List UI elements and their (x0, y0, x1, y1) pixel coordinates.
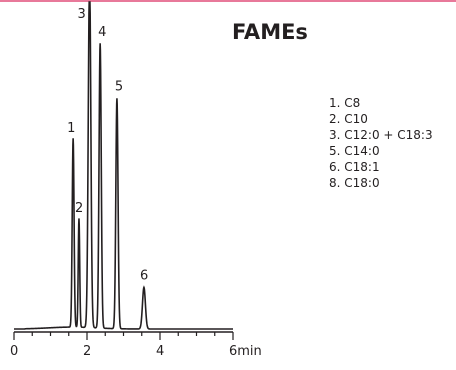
peak-label-4: 4 (98, 25, 106, 40)
peak-label-2: 2 (75, 201, 83, 216)
legend-item: 5. C14:0 (329, 144, 380, 158)
peak-label-3: 3 (78, 7, 86, 22)
chromatogram-trace (14, 1, 233, 330)
legend-item: 3. C12:0 + C18:3 (329, 128, 433, 142)
peak-labels: 1 2 34 5 6 (67, 7, 148, 283)
chart-title: FAMEs (232, 20, 308, 44)
x-tick-label: 2 (83, 344, 91, 359)
legend-item: 8. C18:0 (329, 176, 380, 190)
compound-legend: 1. C8 2. C10 3. C12:0 + C18:3 5. C14:0 6. C1… (329, 95, 433, 191)
peak-label-1: 1 (67, 121, 75, 136)
top-accent-bar (0, 0, 456, 2)
x-tick-label: 0 (10, 344, 18, 359)
legend-item: 6. C18:1 (329, 160, 380, 174)
x-axis: 0 2 4 6min (10, 331, 262, 359)
legend-item: 1. C8 (329, 96, 361, 110)
peak-label-5: 5 (115, 80, 123, 95)
x-tick-label: 6min (229, 344, 262, 359)
peak-label-6: 6 (140, 268, 148, 283)
x-tick-label: 4 (156, 344, 164, 359)
legend-item: 2. C10 (329, 112, 368, 126)
